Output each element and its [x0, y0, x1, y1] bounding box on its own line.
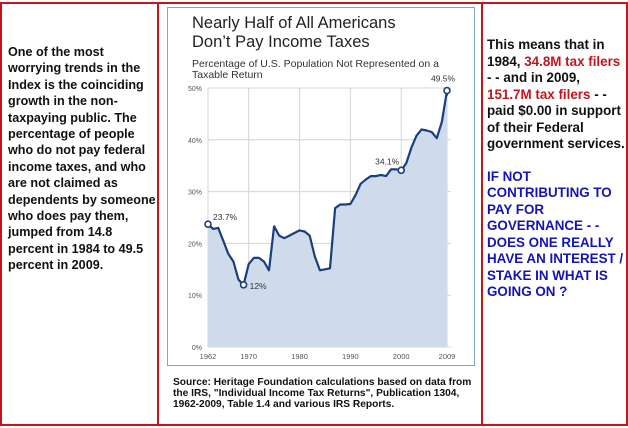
y-tick-label: 0% [192, 345, 202, 352]
text: This means that in 1984, [487, 37, 605, 69]
y-tick-label: 40% [188, 138, 202, 145]
highlight-1984-filers: 34.8M tax filers [524, 53, 621, 69]
y-tick-label: 50% [188, 86, 202, 93]
x-tick-label: 1962 [200, 352, 217, 361]
highlight-2009-filers: 151.7M tax filers [487, 86, 591, 102]
data-label: 12% [250, 281, 267, 291]
rhetorical-question: IF NOT CONTRIBUTING TO PAY FOR GOVERNANC… [487, 168, 624, 300]
x-tick-label: 2000 [393, 352, 410, 361]
text: - - and in 2009, [487, 70, 581, 85]
area-fill [208, 90, 447, 347]
chart-subtitle: Percentage of U.S. Population Not Repres… [192, 58, 439, 81]
chart-box [167, 7, 475, 366]
y-tick-label: 10% [188, 293, 202, 300]
x-tick-label: 1990 [342, 352, 359, 361]
chart-title: Nearly Half of All Americans Don’t Pay I… [192, 14, 396, 52]
y-tick-label: 20% [188, 241, 202, 248]
x-tick-label: 1970 [240, 352, 257, 361]
chart-title-line2: Don’t Pay Income Taxes [192, 33, 370, 51]
left-commentary: One of the most worrying trends in the I… [8, 45, 156, 273]
series-line [207, 90, 449, 286]
data-label: 34.1% [375, 156, 400, 166]
data-label: 49.5% [431, 74, 456, 84]
chart-panel-border [157, 2, 483, 426]
chart-title-line1: Nearly Half of All Americans [192, 14, 396, 32]
y-tick-label: 30% [188, 190, 202, 197]
tax-filers-statement: This means that in 1984, 34.8M tax filer… [487, 37, 627, 153]
data-point-marker [443, 86, 451, 95]
source-note: Source: Heritage Foundation calculations… [173, 377, 472, 410]
data-point-marker [239, 281, 248, 289]
data-point-marker [397, 166, 406, 175]
data-point-marker [204, 220, 212, 229]
x-tick-label: 1980 [291, 352, 308, 361]
right-commentary: This means that in 1984, 34.8M tax filer… [487, 37, 627, 301]
data-label: 23.7% [213, 212, 238, 222]
x-tick-label: 2009 [439, 352, 456, 361]
text: - - paid $0.00 in support of their Feder… [487, 86, 625, 152]
